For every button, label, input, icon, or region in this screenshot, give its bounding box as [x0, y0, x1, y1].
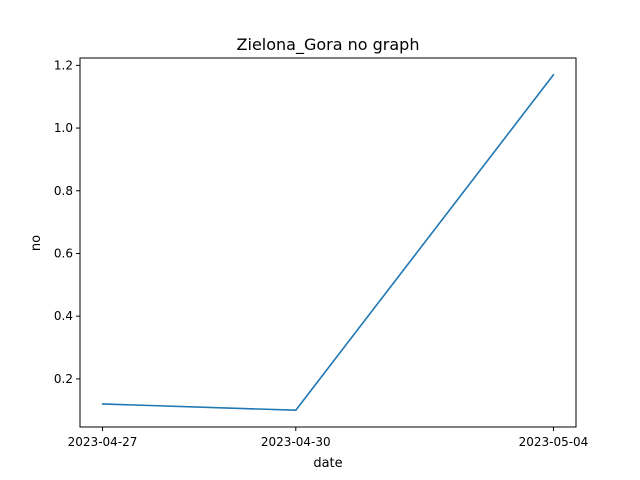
y-tick-label: 0.4 — [54, 309, 73, 323]
x-tick-label: 2023-04-30 — [261, 435, 331, 449]
plot-area — [101, 73, 555, 412]
y-axis-label: no — [29, 235, 44, 251]
y-tick-label: 1.0 — [54, 121, 73, 135]
y-axis: 0.2 0.4 0.6 0.8 1.0 1.2 — [54, 58, 80, 386]
x-tick-label: 2023-05-04 — [519, 435, 589, 449]
y-tick-label: 0.8 — [54, 184, 73, 198]
plot-frame — [79, 57, 577, 428]
chart-title: Zielona_Gora no graph — [237, 35, 420, 55]
y-tick-label: 0.2 — [54, 372, 73, 386]
y-tick-label: 1.2 — [54, 58, 73, 72]
x-axis-label: date — [313, 456, 342, 471]
y-tick-label: 0.6 — [54, 246, 73, 260]
x-axis: 2023-04-27 2023-04-30 2023-05-04 — [68, 427, 589, 449]
x-tick-label: 2023-04-27 — [68, 435, 138, 449]
series-line — [101, 73, 555, 412]
